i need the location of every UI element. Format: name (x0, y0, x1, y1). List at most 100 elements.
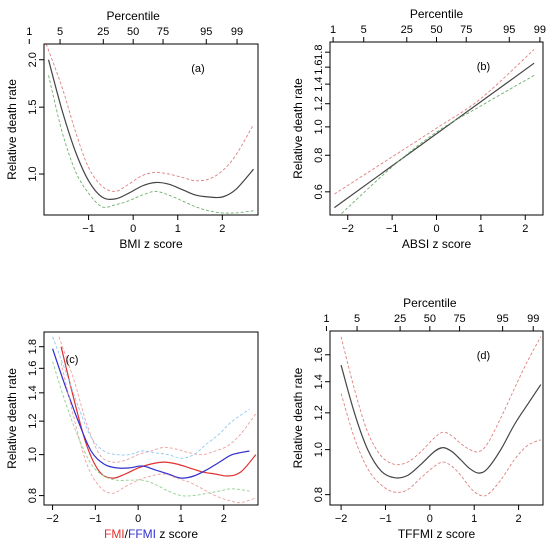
top-tick-label: 75 (460, 24, 472, 36)
panel-b: −2 −1 0 1 2 0.6 0.8 1.0 1.2 1.4 1.61.8 1 5 25 50 75 95 99… (291, 7, 546, 251)
lower-line (339, 75, 535, 215)
x-tick-label: −1 (89, 513, 102, 525)
panel-a: −1 0 1 2 1.0 1.5 2.0 1 5 25 50 75 95 99 Percentile BMI … (5, 9, 259, 251)
y-tick-label: 1.6 (313, 347, 325, 362)
panel-label: (b) (477, 61, 490, 73)
y-axis-title: Relative death rate (5, 368, 19, 469)
x-axis-title-part: FFMI (128, 527, 156, 541)
top-tick-label: 25 (401, 24, 413, 36)
plot-frame (43, 43, 259, 216)
x-tick-label: 2 (221, 513, 227, 525)
y-tick-label: 1.0 (313, 442, 325, 457)
top-tick-label: 50 (424, 313, 436, 325)
panel-c: −2 −1 0 1 2 0.8 1.0 1.2 1.4 1.6 1.8 FMI/FFMI z scor… (5, 331, 259, 541)
y-tick-label: 2.0 (27, 52, 39, 67)
top-axis-title: Percentile (403, 296, 457, 310)
top-tick-label: 1 (323, 313, 329, 325)
top-axis-title: Percentile (410, 7, 464, 21)
top-tick-label: 99 (527, 313, 539, 325)
x-tick-label: −2 (341, 223, 354, 235)
series-group (45, 44, 254, 214)
top-tick-label: 5 (361, 24, 367, 36)
y-tick-label: 0.8 (27, 488, 39, 503)
upper-line (45, 44, 254, 192)
x-tick-label: −2 (46, 513, 59, 525)
ffmi-upper-line (52, 336, 250, 459)
x-tick-label: 1 (478, 223, 484, 235)
x-tick-label: 2 (219, 223, 225, 235)
top-tick-label: 25 (97, 26, 109, 38)
panel-label: (c) (66, 354, 79, 366)
ffmi-estimate-line (52, 348, 250, 479)
plot-frame (329, 330, 544, 506)
lower-line (340, 393, 541, 497)
ffmi-lower-line (52, 361, 250, 497)
x-tick-label: 0 (135, 513, 141, 525)
y-tick-label: 0.8 (313, 148, 325, 163)
x-axis-title: TFFMI z score (398, 527, 476, 541)
estimate-line (340, 364, 542, 479)
y-tick-label: 1.0 (27, 447, 39, 462)
top-tick-label: 1 (330, 24, 336, 36)
y-tick-label: 1.2 (313, 96, 325, 111)
fmi-upper-line (58, 336, 257, 463)
y-tick-label: 1.8 (27, 339, 39, 354)
x-tick-label: 2 (522, 223, 528, 235)
y-tick-label: 1.4 (313, 374, 325, 389)
fmi-estimate-line (60, 346, 257, 479)
x-tick-label: 2 (516, 513, 522, 525)
top-tick-label: 95 (496, 313, 508, 325)
x-axis-title: BMI z score (119, 237, 183, 251)
x-axis-title: FMI/FFMI z score (104, 527, 198, 541)
x-axis-title-part: / (125, 527, 129, 541)
y-axis-title: Relative death rate (291, 78, 305, 179)
fmi-lower-line (60, 362, 257, 504)
series-group (334, 49, 535, 215)
top-tick-label: 75 (157, 26, 169, 38)
panel-label: (d) (477, 350, 490, 362)
top-tick-label: 5 (57, 26, 63, 38)
y-tick-label: 1.5 (27, 100, 39, 115)
top-tick-label: 50 (127, 26, 139, 38)
y-tick-label: 1.8 (313, 45, 325, 60)
upper-line (334, 49, 535, 195)
y-tick-label: 1.2 (313, 405, 325, 420)
series-group (52, 336, 257, 504)
plot-frame (43, 331, 259, 506)
x-tick-label: 1 (471, 513, 477, 525)
x-tick-label: 0 (433, 223, 439, 235)
y-tick-label: 1.6 (313, 59, 325, 74)
top-axis-title: Percentile (106, 9, 160, 23)
top-tick-label: 50 (430, 24, 442, 36)
x-tick-label: −1 (379, 513, 392, 525)
x-tick-label: −1 (386, 223, 399, 235)
x-tick-label: 0 (427, 513, 433, 525)
x-tick-label: 0 (130, 223, 136, 235)
y-axis-title: Relative death rate (5, 79, 19, 180)
top-tick-label: 75 (453, 313, 465, 325)
top-tick-label: 95 (503, 24, 515, 36)
estimate-line (47, 59, 254, 200)
y-axis-title: Relative death rate (291, 367, 305, 468)
x-axis-title: ABSI z score (402, 237, 472, 251)
upper-line (340, 336, 542, 466)
x-tick-label: −1 (82, 223, 95, 235)
top-tick-label: 5 (354, 313, 360, 325)
y-tick-label: 1.6 (27, 361, 39, 376)
panel-label: (a) (191, 63, 204, 75)
y-tick-label: 0.8 (313, 487, 325, 502)
y-tick-label: 1.4 (27, 385, 39, 400)
top-tick-label: 1 (26, 26, 32, 38)
y-tick-label: 1.4 (313, 76, 325, 91)
y-tick-label: 0.6 (313, 184, 325, 199)
y-tick-label: 1.0 (27, 166, 39, 181)
top-tick-label: 95 (200, 26, 212, 38)
y-tick-label: 1.2 (27, 413, 39, 428)
x-axis-title-part: FMI (104, 527, 125, 541)
x-tick-label: −2 (335, 513, 348, 525)
top-tick-label: 99 (534, 24, 546, 36)
x-tick-label: 1 (175, 223, 181, 235)
y-tick-label: 1.0 (313, 119, 325, 134)
top-tick-label: 25 (394, 313, 406, 325)
